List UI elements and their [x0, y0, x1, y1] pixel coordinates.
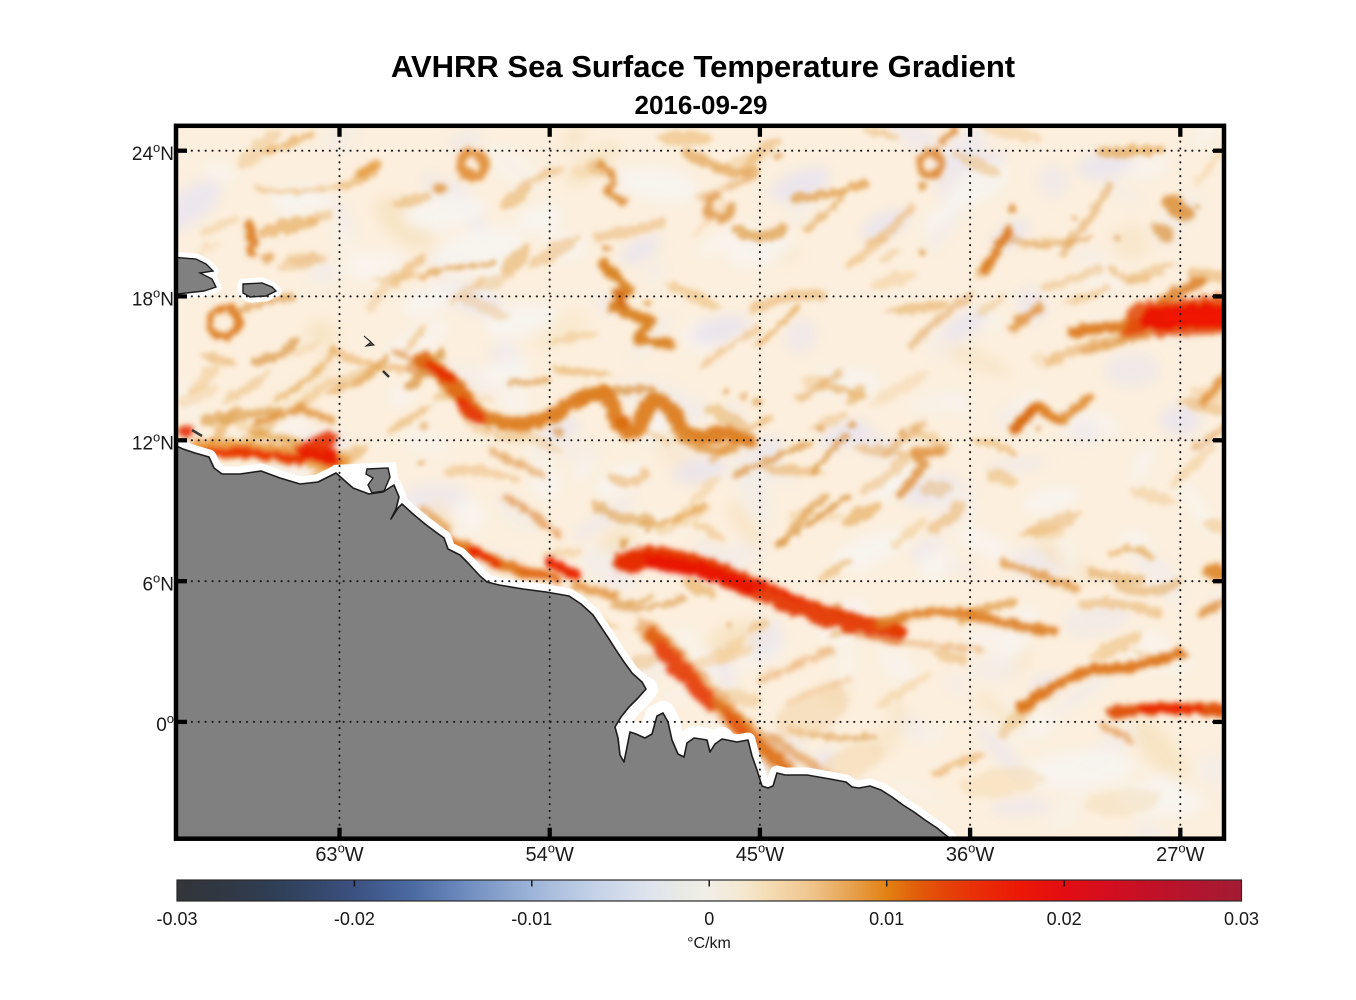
svg-text:-0.02: -0.02 — [334, 909, 375, 929]
svg-text:27oW: 27oW — [1156, 841, 1204, 867]
svg-text:0.03: 0.03 — [1224, 909, 1259, 929]
svg-text:6oN: 6oN — [142, 570, 174, 595]
svg-text:2016-09-29: 2016-09-29 — [635, 90, 768, 120]
svg-text:63oW: 63oW — [315, 841, 363, 867]
svg-text:0o: 0o — [156, 711, 174, 736]
svg-text:-0.01: -0.01 — [511, 909, 552, 929]
svg-text:54oW: 54oW — [526, 841, 574, 867]
svg-text:0.01: 0.01 — [869, 909, 904, 929]
svg-text:12oN: 12oN — [132, 430, 174, 455]
svg-text:AVHRR Sea Surface Temperature: AVHRR Sea Surface Temperature Gradient — [391, 49, 1015, 84]
svg-text:0: 0 — [704, 909, 714, 929]
svg-text:18oN: 18oN — [132, 286, 174, 311]
svg-text:36oW: 36oW — [946, 841, 994, 867]
svg-text:-0.03: -0.03 — [156, 909, 197, 929]
svg-text:45oW: 45oW — [736, 841, 784, 867]
svg-text:°C/km: °C/km — [687, 935, 731, 952]
svg-text:24oN: 24oN — [132, 140, 174, 165]
svg-text:0.02: 0.02 — [1047, 909, 1082, 929]
